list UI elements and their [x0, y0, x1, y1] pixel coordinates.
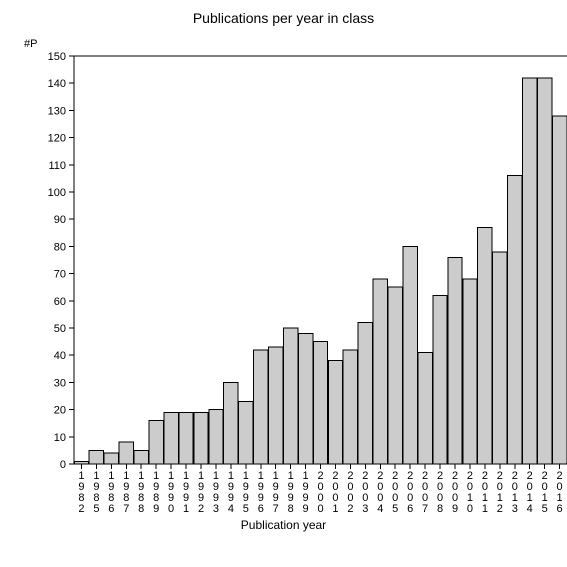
- bar: [343, 350, 357, 464]
- bar: [433, 295, 447, 464]
- svg-text:7: 7: [123, 503, 129, 515]
- bar: [209, 410, 223, 464]
- svg-text:7: 7: [422, 503, 428, 515]
- svg-text:6: 6: [258, 503, 264, 515]
- bar: [104, 453, 118, 464]
- bar: [134, 450, 148, 464]
- svg-text:2: 2: [198, 503, 204, 515]
- bar: [418, 352, 432, 464]
- bar: [478, 227, 492, 464]
- bar: [463, 279, 477, 464]
- bar: [74, 461, 88, 464]
- svg-text:150: 150: [48, 52, 66, 63]
- bar: [269, 347, 283, 464]
- svg-text:80: 80: [54, 241, 66, 253]
- svg-text:3: 3: [362, 503, 368, 515]
- bar: [552, 116, 566, 464]
- svg-text:0: 0: [317, 503, 323, 515]
- svg-text:0: 0: [467, 503, 473, 515]
- bar: [119, 442, 133, 464]
- svg-text:140: 140: [48, 78, 66, 90]
- bar: [373, 279, 387, 464]
- svg-text:2: 2: [497, 503, 503, 515]
- bar: [537, 78, 551, 464]
- y-axis-short-label: #P: [24, 38, 37, 50]
- svg-text:6: 6: [557, 503, 563, 515]
- bar: [224, 382, 238, 464]
- svg-text:50: 50: [54, 323, 66, 335]
- svg-text:120: 120: [48, 133, 66, 145]
- chart-container: Publications per year in class #P 010203…: [0, 0, 567, 567]
- bar: [283, 328, 297, 464]
- svg-text:40: 40: [54, 350, 66, 362]
- svg-text:0: 0: [168, 503, 174, 515]
- bar: [448, 257, 462, 464]
- svg-text:5: 5: [243, 503, 249, 515]
- svg-text:110: 110: [48, 160, 66, 172]
- svg-text:7: 7: [273, 503, 279, 515]
- svg-text:70: 70: [54, 269, 66, 281]
- svg-text:1: 1: [183, 503, 189, 515]
- svg-text:8: 8: [288, 503, 294, 515]
- svg-text:90: 90: [54, 214, 66, 226]
- svg-text:8: 8: [437, 503, 443, 515]
- svg-text:4: 4: [377, 503, 383, 515]
- bar: [298, 333, 312, 464]
- svg-text:30: 30: [54, 377, 66, 389]
- svg-text:6: 6: [407, 503, 413, 515]
- svg-text:9: 9: [452, 503, 458, 515]
- svg-text:1: 1: [482, 503, 488, 515]
- svg-text:60: 60: [54, 296, 66, 308]
- bar: [194, 412, 208, 464]
- bar: [254, 350, 268, 464]
- svg-text:4: 4: [527, 503, 533, 515]
- bar: [523, 78, 537, 464]
- chart-title: Publications per year in class: [0, 0, 567, 26]
- bar: [179, 412, 193, 464]
- svg-text:2: 2: [347, 503, 353, 515]
- svg-text:4: 4: [228, 503, 234, 515]
- svg-text:3: 3: [512, 503, 518, 515]
- bar: [328, 361, 342, 464]
- svg-text:20: 20: [54, 405, 66, 417]
- bar: [164, 412, 178, 464]
- bar: [403, 246, 417, 464]
- svg-text:6: 6: [108, 503, 114, 515]
- svg-text:130: 130: [48, 105, 66, 117]
- plot-area: 0102030405060708090100110120130140150198…: [42, 52, 550, 460]
- bar: [493, 252, 507, 464]
- bar: [239, 401, 253, 464]
- svg-text:0: 0: [60, 459, 66, 471]
- svg-text:10: 10: [54, 432, 66, 444]
- bar-chart-svg: 0102030405060708090100110120130140150198…: [42, 52, 567, 520]
- svg-text:9: 9: [153, 503, 159, 515]
- svg-text:1: 1: [332, 503, 338, 515]
- svg-text:8: 8: [138, 503, 144, 515]
- bar: [358, 323, 372, 464]
- svg-text:100: 100: [48, 187, 66, 199]
- svg-text:2: 2: [78, 503, 84, 515]
- svg-text:5: 5: [542, 503, 548, 515]
- x-axis-label: Publication year: [0, 518, 567, 532]
- bar: [149, 420, 163, 464]
- svg-text:5: 5: [392, 503, 398, 515]
- bar: [313, 342, 327, 464]
- bar: [508, 176, 522, 464]
- bar: [388, 287, 402, 464]
- svg-text:9: 9: [303, 503, 309, 515]
- svg-text:5: 5: [93, 503, 99, 515]
- bar: [89, 450, 103, 464]
- svg-text:3: 3: [213, 503, 219, 515]
